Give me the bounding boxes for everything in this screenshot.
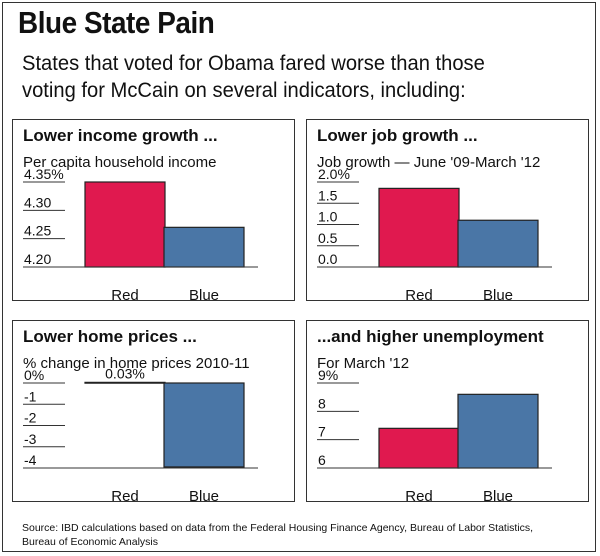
y-tick-label: 4.30: [24, 194, 51, 210]
panel-subtitle: Job growth — June '09-March '12: [317, 154, 541, 171]
headline: Blue State Pain: [18, 5, 215, 40]
y-tick-label: 1.0: [318, 209, 338, 225]
panel-job-growth: Lower job growth ... Job growth — June '…: [306, 119, 589, 302]
panel-income-growth: Lower income growth ... Per capita house…: [12, 119, 295, 302]
category-label: Blue: [189, 488, 219, 503]
y-tick-label: 0%: [24, 367, 44, 383]
y-tick-label: 8: [318, 395, 326, 411]
panel-title: Lower home prices ...: [23, 327, 197, 346]
category-label: Blue: [483, 488, 513, 503]
bar-red: [378, 427, 460, 469]
y-tick-label: 4.25: [24, 223, 51, 239]
income-growth-chart: 4.35% 4.30 4.25 4.20 Red Blue: [23, 166, 258, 302]
category-label: Red: [405, 488, 433, 503]
subtitle-line-2: voting for McCain on several indicators,…: [22, 79, 466, 102]
bar-blue: [457, 219, 539, 268]
y-tick-label: -3: [24, 431, 37, 447]
panel-title: Lower income growth ...: [23, 126, 218, 145]
y-tick-label: 4.35%: [24, 166, 64, 182]
panel-unemployment: ...and higher unemployment For March '12…: [306, 320, 589, 503]
bar-blue: [163, 226, 245, 268]
category-label: Red: [111, 488, 139, 503]
data-label: 0.03%: [105, 365, 145, 381]
panel-subtitle: Per capita household income: [23, 154, 217, 171]
unemployment-chart: 9% 8 7 6 Red Blue: [317, 367, 552, 503]
y-tick-label: 6: [318, 452, 326, 468]
y-tick-label: 2.0%: [318, 166, 350, 182]
panel-title: Lower job growth ...: [317, 126, 478, 145]
y-tick-label: 4.20: [24, 251, 51, 267]
bar-red: [84, 381, 166, 384]
home-prices-chart: 0% -1 -2 -3 -4 0.03% Red Blue: [23, 365, 258, 503]
y-tick-label: -4: [24, 452, 37, 468]
source-line-2: Bureau of Economic Analysis: [22, 536, 158, 548]
bar-red: [84, 181, 166, 268]
y-tick-label: 9%: [318, 367, 338, 383]
y-tick-label: 7: [318, 424, 326, 440]
category-label: Blue: [189, 287, 219, 302]
y-tick-label: 0.0: [318, 251, 338, 267]
subtitle-line-1: States that voted for Obama fared worse …: [22, 52, 485, 75]
category-label: Blue: [483, 287, 513, 302]
bar-blue: [163, 382, 245, 468]
graphic-frame: [2, 2, 596, 552]
y-tick-label: 0.5: [318, 230, 338, 246]
panel-home-prices: Lower home prices ... % change in home p…: [12, 320, 295, 503]
panel-subtitle: For March '12: [317, 355, 410, 372]
source-line-1: Source: IBD calculations based on data f…: [22, 522, 534, 534]
panel-title: ...and higher unemployment: [317, 327, 544, 346]
bar-blue: [457, 393, 539, 469]
job-growth-chart: 2.0% 1.5 1.0 0.5 0.0 Red Blue: [317, 166, 552, 302]
y-tick-label: -2: [24, 410, 37, 426]
y-tick-label: -1: [24, 388, 37, 404]
panel-subtitle: % change in home prices 2010-11: [23, 355, 250, 372]
bar-red: [378, 187, 460, 268]
source-note: Source: IBD calculations based on data f…: [22, 521, 533, 549]
category-label: Red: [111, 287, 139, 302]
category-label: Red: [405, 287, 433, 302]
y-tick-label: 1.5: [318, 187, 338, 203]
